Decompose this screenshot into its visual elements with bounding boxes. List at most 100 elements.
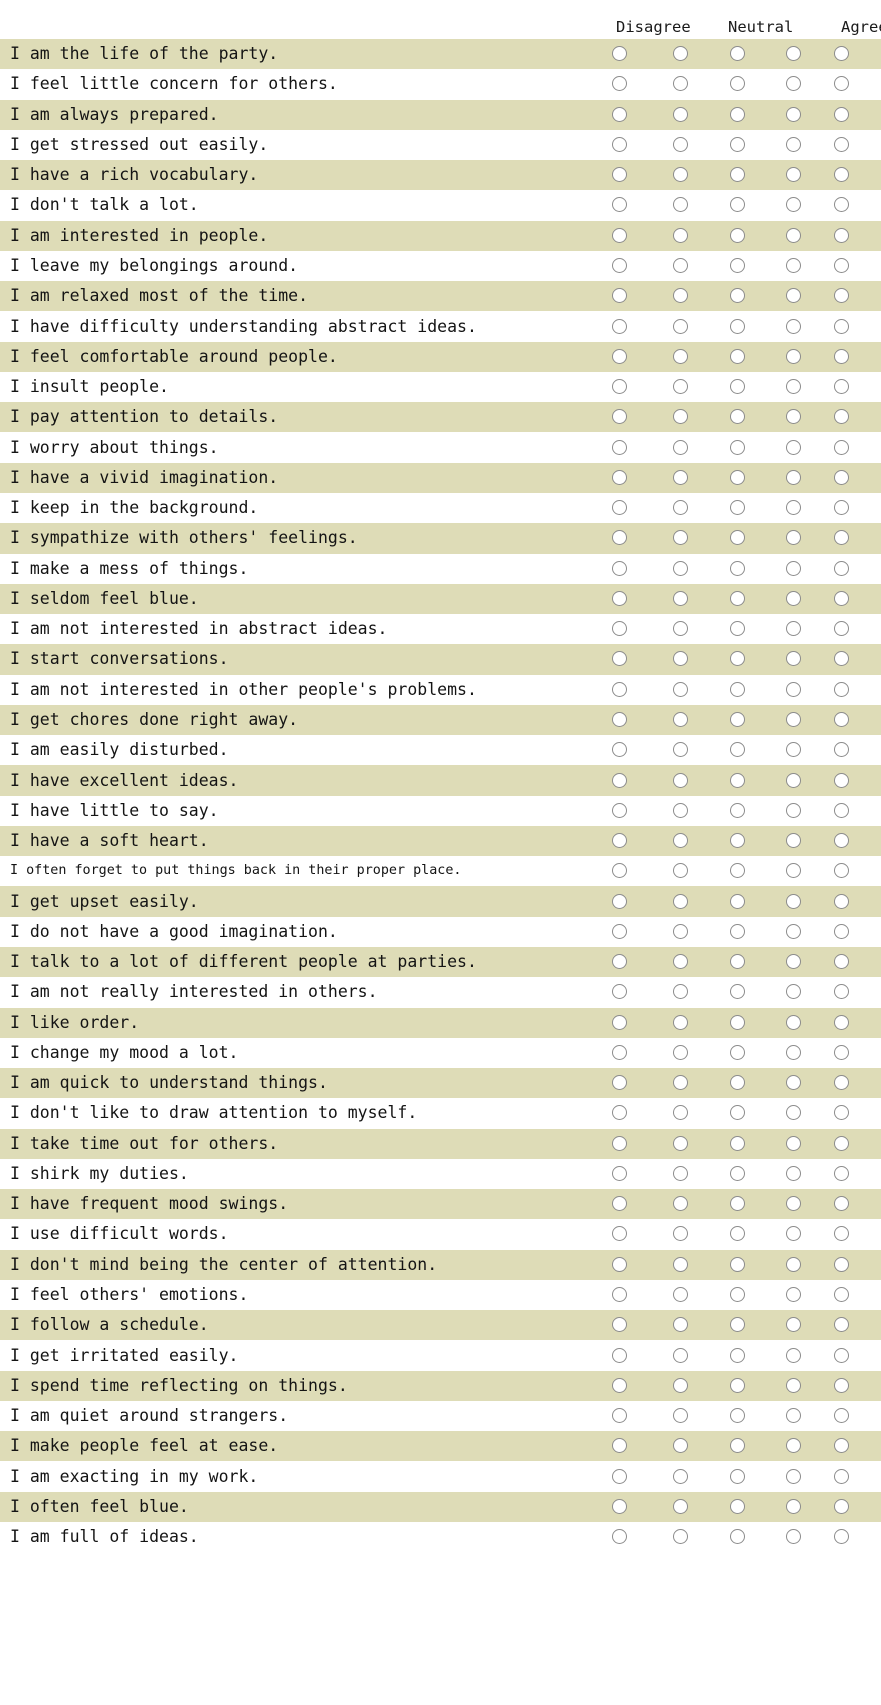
radio-circle-unselected[interactable] [730,893,745,909]
radio-circle-unselected[interactable] [730,76,745,92]
radio-circle-unselected[interactable] [673,802,688,818]
radio-circle-unselected[interactable] [834,439,849,455]
radio-circle-unselected[interactable] [786,1408,801,1424]
radio-circle-unselected[interactable] [786,742,801,758]
radio-circle-unselected[interactable] [673,1256,688,1272]
radio-circle-unselected[interactable] [612,1408,627,1424]
radio-circle-unselected[interactable] [730,1317,745,1333]
radio-circle-unselected[interactable] [673,167,688,183]
radio-circle-unselected[interactable] [730,348,745,364]
radio-circle-unselected[interactable] [834,984,849,1000]
radio-circle-unselected[interactable] [673,76,688,92]
radio-circle-unselected[interactable] [834,197,849,213]
radio-circle-unselected[interactable] [730,833,745,849]
radio-circle-unselected[interactable] [673,1226,688,1242]
radio-circle-unselected[interactable] [834,469,849,485]
radio-circle-unselected[interactable] [673,197,688,213]
radio-circle-unselected[interactable] [673,1287,688,1303]
radio-circle-unselected[interactable] [834,621,849,637]
radio-circle-unselected[interactable] [834,772,849,788]
radio-circle-unselected[interactable] [834,288,849,304]
radio-circle-unselected[interactable] [612,621,627,637]
radio-circle-unselected[interactable] [612,1438,627,1454]
radio-circle-unselected[interactable] [673,439,688,455]
radio-circle-unselected[interactable] [612,1014,627,1030]
radio-circle-unselected[interactable] [612,530,627,546]
radio-circle-unselected[interactable] [730,1498,745,1514]
radio-circle-unselected[interactable] [730,1377,745,1393]
radio-circle-unselected[interactable] [673,590,688,606]
radio-circle-unselected[interactable] [786,1468,801,1484]
radio-circle-unselected[interactable] [786,1075,801,1091]
radio-circle-unselected[interactable] [673,500,688,516]
radio-circle-unselected[interactable] [786,379,801,395]
radio-circle-unselected[interactable] [673,621,688,637]
radio-circle-unselected[interactable] [786,560,801,576]
radio-circle-unselected[interactable] [834,1075,849,1091]
radio-circle-unselected[interactable] [612,742,627,758]
radio-circle-unselected[interactable] [786,802,801,818]
radio-circle-unselected[interactable] [612,1105,627,1121]
radio-circle-unselected[interactable] [834,348,849,364]
radio-circle-unselected[interactable] [730,984,745,1000]
radio-circle-unselected[interactable] [612,1075,627,1091]
radio-circle-unselected[interactable] [673,923,688,939]
radio-circle-unselected[interactable] [730,923,745,939]
radio-circle-unselected[interactable] [730,1226,745,1242]
radio-circle-unselected[interactable] [612,651,627,667]
radio-circle-unselected[interactable] [612,1226,627,1242]
radio-circle-unselected[interactable] [612,681,627,697]
radio-circle-unselected[interactable] [612,1196,627,1212]
radio-circle-unselected[interactable] [786,893,801,909]
radio-circle-unselected[interactable] [612,1347,627,1363]
radio-circle-unselected[interactable] [730,1105,745,1121]
radio-circle-unselected[interactable] [673,954,688,970]
radio-circle-unselected[interactable] [834,1226,849,1242]
radio-circle-unselected[interactable] [673,106,688,122]
radio-circle-unselected[interactable] [786,288,801,304]
radio-circle-unselected[interactable] [786,954,801,970]
radio-circle-unselected[interactable] [786,257,801,273]
radio-circle-unselected[interactable] [673,833,688,849]
radio-circle-unselected[interactable] [786,590,801,606]
radio-circle-unselected[interactable] [612,348,627,364]
radio-circle-unselected[interactable] [786,136,801,152]
radio-circle-unselected[interactable] [834,651,849,667]
radio-circle-unselected[interactable] [612,500,627,516]
radio-circle-unselected[interactable] [673,1408,688,1424]
radio-circle-unselected[interactable] [673,1044,688,1060]
radio-circle-unselected[interactable] [834,1529,849,1545]
radio-circle-unselected[interactable] [612,923,627,939]
radio-circle-unselected[interactable] [612,1287,627,1303]
radio-circle-unselected[interactable] [673,1438,688,1454]
radio-circle-unselected[interactable] [834,954,849,970]
radio-circle-unselected[interactable] [612,106,627,122]
radio-circle-unselected[interactable] [673,1105,688,1121]
radio-circle-unselected[interactable] [834,1287,849,1303]
radio-circle-unselected[interactable] [612,1317,627,1333]
radio-circle-unselected[interactable] [730,106,745,122]
radio-circle-unselected[interactable] [673,711,688,727]
radio-circle-unselected[interactable] [730,560,745,576]
radio-circle-unselected[interactable] [730,711,745,727]
radio-circle-unselected[interactable] [730,1347,745,1363]
radio-circle-unselected[interactable] [673,1498,688,1514]
radio-circle-unselected[interactable] [786,984,801,1000]
radio-circle-unselected[interactable] [786,1498,801,1514]
radio-circle-unselected[interactable] [673,1317,688,1333]
radio-circle-unselected[interactable] [612,76,627,92]
radio-circle-unselected[interactable] [786,1165,801,1181]
radio-circle-unselected[interactable] [730,469,745,485]
radio-circle-unselected[interactable] [834,1196,849,1212]
radio-circle-unselected[interactable] [730,1287,745,1303]
radio-circle-unselected[interactable] [834,1014,849,1030]
radio-circle-unselected[interactable] [612,833,627,849]
radio-circle-unselected[interactable] [730,1044,745,1060]
radio-circle-unselected[interactable] [673,469,688,485]
radio-circle-unselected[interactable] [673,318,688,334]
radio-circle-unselected[interactable] [834,590,849,606]
radio-circle-unselected[interactable] [612,984,627,1000]
radio-circle-unselected[interactable] [730,681,745,697]
radio-circle-unselected[interactable] [673,348,688,364]
radio-circle-unselected[interactable] [834,530,849,546]
